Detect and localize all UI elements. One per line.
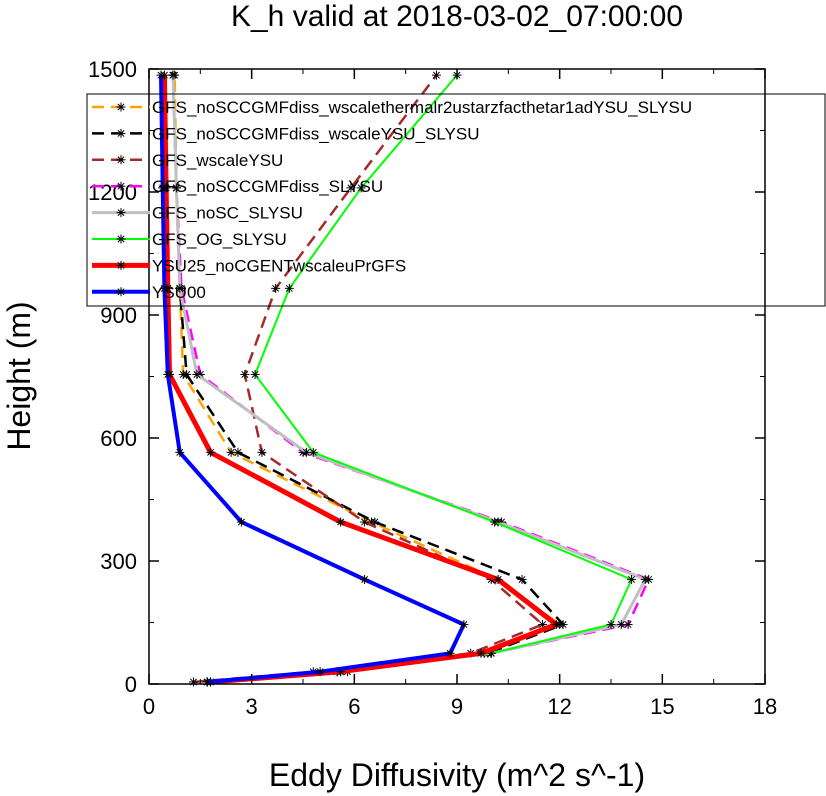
legend-item: GFS_OG_SLYSU <box>92 230 287 249</box>
data-point-marker <box>459 620 469 630</box>
data-point-marker <box>271 283 281 293</box>
x-axis-title: Eddy Diffusivity (m^2 s^-1) <box>269 757 645 793</box>
x-tick-label: 18 <box>753 694 777 719</box>
data-point-marker <box>156 70 166 80</box>
x-tick-label: 12 <box>547 694 571 719</box>
y-axis-title: Height (m) <box>1 301 37 450</box>
data-point-marker <box>517 574 527 584</box>
data-point-marker <box>250 369 260 379</box>
data-point-marker <box>168 70 178 80</box>
x-tick-label: 0 <box>143 694 155 719</box>
legend-label: GFS_noSC_SLYSU <box>152 204 303 223</box>
y-tick-label: 1500 <box>88 57 137 82</box>
data-point-marker <box>606 620 616 630</box>
data-point-marker <box>116 128 126 138</box>
legend-item: YSU00 <box>92 283 206 302</box>
legend-item: GFS_noSCCGMFdiss_SLYSU <box>92 177 383 196</box>
data-point-marker <box>116 155 126 165</box>
data-point-marker <box>116 208 126 218</box>
axis-ticks: 0 3 6 9 12 15 18 0 300 600 900 1200 1500 <box>88 57 777 719</box>
x-tick-label: 6 <box>348 694 360 719</box>
data-point-marker <box>558 620 568 630</box>
y-tick-label: 1200 <box>88 180 137 205</box>
data-point-marker <box>159 283 169 293</box>
y-tick-label: 900 <box>100 303 137 328</box>
data-point-marker <box>116 234 126 244</box>
legend-item: YSU25_noCGENTwscaleuPrGFS <box>92 256 406 275</box>
data-point-marker <box>493 574 503 584</box>
data-point-marker <box>116 102 126 112</box>
legend-item: GFS_noSC_SLYSU <box>92 204 303 223</box>
legend-item: GFS_noSCCGMFdiss_wscalethermalr2ustarzfa… <box>92 98 692 117</box>
data-point-marker <box>360 574 370 584</box>
data-point-marker <box>206 447 216 457</box>
legend-item: GFS_wscaleYSU <box>92 151 283 170</box>
data-point-marker <box>233 447 243 457</box>
data-point-marker <box>356 183 366 193</box>
data-point-marker <box>236 517 246 527</box>
data-point-marker <box>640 574 650 584</box>
data-point-marker <box>336 517 346 527</box>
data-point-marker <box>171 183 181 193</box>
legend-label: GFS_noSCCGMFdiss_wscalethermalr2ustarzfa… <box>152 98 692 117</box>
data-point-marker <box>490 517 500 527</box>
legend-item: GFS_noSCCGMFdiss_wscaleYSU_SLYSU <box>92 124 480 143</box>
data-point-marker <box>188 677 198 687</box>
y-tick-label: 0 <box>125 672 137 697</box>
series-line <box>193 74 544 684</box>
data-point-marker <box>616 620 626 630</box>
data-point-marker <box>116 260 126 270</box>
data-point-marker <box>627 574 637 584</box>
x-tick-label: 9 <box>451 694 463 719</box>
y-tick-label: 600 <box>100 426 137 451</box>
data-point-marker <box>257 447 267 457</box>
data-point-marker <box>360 517 370 527</box>
data-point-marker <box>116 181 126 191</box>
y-tick-label: 300 <box>100 549 137 574</box>
legend-box <box>86 93 826 307</box>
legend-label: GFS_noSCCGMFdiss_SLYSU <box>152 177 383 196</box>
data-point-marker <box>476 648 486 658</box>
data-point-marker <box>182 369 192 379</box>
legend-label: GFS_OG_SLYSU <box>152 230 287 249</box>
data-point-marker <box>175 283 185 293</box>
legend-label: GFS_wscaleYSU <box>152 151 283 170</box>
data-point-marker <box>226 447 236 457</box>
data-point-marker <box>445 648 455 658</box>
legend: GFS_noSCCGMFdiss_wscalethermalr2ustarzfa… <box>86 93 826 307</box>
data-point-marker <box>175 447 185 457</box>
x-tick-label: 3 <box>246 694 258 719</box>
data-point-marker <box>116 287 126 297</box>
data-point-marker <box>370 517 380 527</box>
x-tick-label: 15 <box>650 694 674 719</box>
data-point-marker <box>284 283 294 293</box>
data-point-marker <box>346 183 356 193</box>
data-point-marker <box>158 183 168 193</box>
data-point-marker <box>431 70 441 80</box>
data-point-marker <box>192 369 202 379</box>
data-point-marker <box>551 620 561 630</box>
legend-label: YSU00 <box>152 283 206 302</box>
data-point-marker <box>163 369 173 379</box>
chart-title: K_h valid at 2018-03-02_07:00:00 <box>231 0 683 33</box>
data-point-marker <box>240 369 250 379</box>
data-point-marker <box>315 667 325 677</box>
data-point-marker <box>308 447 318 457</box>
legend-label: GFS_noSCCGMFdiss_wscaleYSU_SLYSU <box>152 124 480 143</box>
legend-label: YSU25_noCGENTwscaleuPrGFS <box>152 256 406 275</box>
